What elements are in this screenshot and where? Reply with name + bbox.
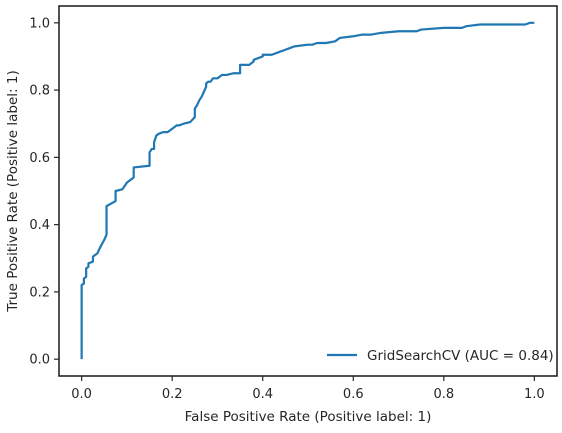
- x-tick-label: 0.2: [162, 387, 183, 402]
- y-tick-label: 0.6: [29, 151, 50, 166]
- plot-area: [59, 6, 557, 376]
- roc-curve-line: [80, 21, 535, 360]
- y-axis-label: True Positive Rate (Positive label: 1): [5, 70, 21, 313]
- x-tick-label: 0.8: [433, 387, 454, 402]
- series-layer: [80, 21, 535, 360]
- legend-label: GridSearchCV (AUC = 0.84): [367, 348, 554, 364]
- x-tick-label: 0.4: [252, 387, 273, 402]
- x-tick-label: 0.6: [343, 387, 364, 402]
- x-axis-label: False Positive Rate (Positive label: 1): [185, 409, 432, 425]
- x-axis-ticks: 0.0 0.2 0.4 0.6 0.8 1.0: [71, 376, 545, 402]
- y-tick-label: 0.2: [29, 285, 50, 300]
- legend: GridSearchCV (AUC = 0.84): [327, 348, 554, 364]
- plot-frame: [58, 5, 558, 377]
- x-tick-label: 0.0: [71, 387, 92, 402]
- y-axis-ticks: 0.0 0.2 0.4 0.6 0.8 1.0: [29, 16, 59, 368]
- y-tick-label: 0.4: [29, 218, 50, 233]
- y-tick-label: 0.8: [29, 84, 50, 99]
- y-tick-label: 0.0: [29, 353, 50, 368]
- x-tick-label: 1.0: [524, 387, 545, 402]
- y-tick-label: 1.0: [29, 16, 50, 31]
